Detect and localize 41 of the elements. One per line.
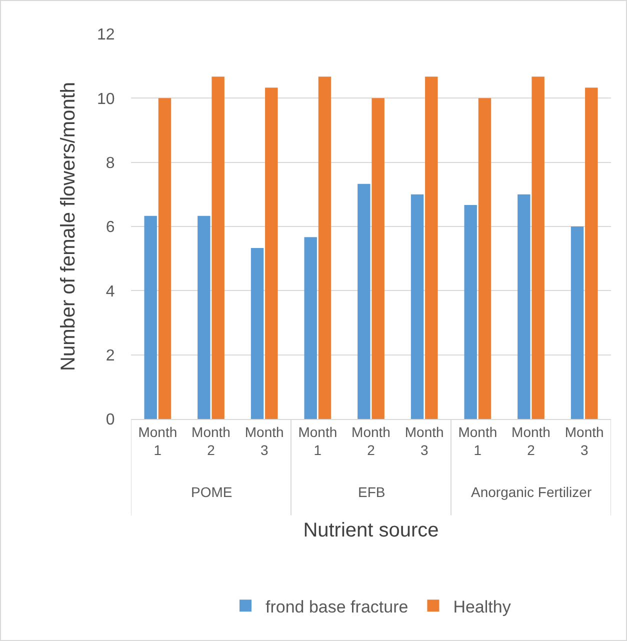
bar [425, 76, 438, 419]
bar [585, 88, 598, 419]
y-tick-label: 2 [106, 347, 115, 364]
bar [265, 88, 278, 419]
bar [250, 248, 264, 419]
x-tick-label: Month 3 [564, 424, 604, 458]
bar [358, 184, 370, 419]
x-tick-label: Month 1 [138, 424, 178, 458]
bar [410, 194, 424, 419]
text: Anorganic Fertilizer [471, 484, 592, 500]
x-tick-label: Month 2 [352, 424, 390, 458]
x-tick-label: Month 2 [512, 424, 550, 458]
bar [518, 194, 530, 419]
bar [570, 226, 584, 419]
text: EFB [358, 484, 386, 500]
x-tick-label: Month 1 [298, 424, 338, 458]
x-axis-title: Nutrient source [303, 520, 439, 542]
y-tick-label: 10 [97, 90, 115, 108]
bar [212, 76, 224, 419]
y-tick-label: 6 [106, 219, 115, 236]
bar [158, 98, 172, 419]
bar [198, 216, 210, 419]
legend-label: Healthy [453, 597, 512, 616]
text: POME [191, 484, 232, 500]
bar [478, 98, 492, 419]
bar [372, 98, 384, 419]
bar [318, 76, 332, 419]
bar [144, 216, 157, 419]
y-tick-label: 8 [106, 154, 115, 172]
bar [304, 237, 317, 419]
y-tick-label: 12 [97, 26, 115, 44]
x-tick-label: Month 2 [192, 424, 230, 458]
y-tick-label: 0 [106, 412, 115, 429]
y-tick-label: 4 [106, 283, 115, 300]
x-tick-label: Month 1 [458, 424, 498, 458]
bar [464, 205, 477, 419]
y-axis-title: Number of female flowers/month [58, 82, 80, 372]
bar [532, 76, 544, 419]
x-tick-label: Month 3 [244, 424, 284, 458]
legend-label: frond base fracture [266, 597, 408, 616]
x-tick-label: Month 3 [404, 424, 444, 458]
